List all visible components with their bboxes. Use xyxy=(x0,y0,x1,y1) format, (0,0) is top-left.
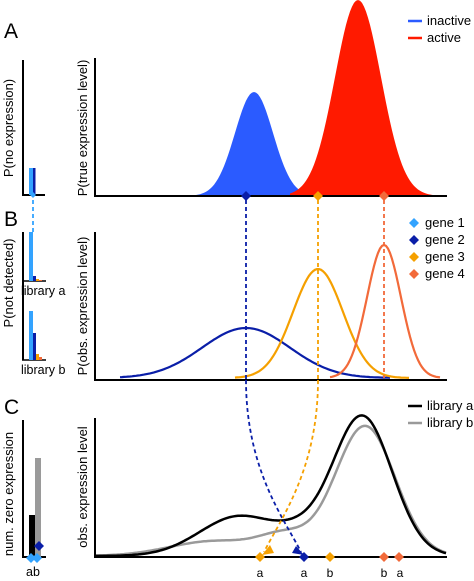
gene1-marker xyxy=(30,192,36,198)
legend-label-gene4: gene 4 xyxy=(425,266,465,281)
library-a-curve xyxy=(96,414,447,558)
gene1-marker-b xyxy=(32,553,42,563)
panel-c-gene-markers: a a b b a xyxy=(255,552,404,580)
legend-label-gene1: gene 1 xyxy=(425,215,465,230)
legend-marker-gene3 xyxy=(409,252,419,262)
gene2-curve xyxy=(119,326,391,379)
gene4-marker-library-a xyxy=(394,552,404,562)
arrowhead-gene2 xyxy=(292,546,304,555)
legend-marker-gene1 xyxy=(409,218,419,228)
gene4-curve xyxy=(329,243,441,379)
panel-a-no-expression-plot: P(no expression) xyxy=(1,60,45,198)
legend-label-library-b: library b xyxy=(427,415,473,430)
panel-b-main-ylabel: P(obs. expression level) xyxy=(75,237,90,376)
library-b-curve xyxy=(96,424,447,557)
gene2-marker xyxy=(241,191,251,201)
panel-a-main-ylabel: P(true expression level) xyxy=(75,60,90,197)
legend-label-inactive: inactive xyxy=(427,13,471,28)
gene2-marker-library-a xyxy=(299,552,309,562)
panel-a-legend: inactive active xyxy=(408,13,471,45)
bar-gene2 xyxy=(33,168,36,195)
panel-c-zero-expression-plot: ab num. zero expression xyxy=(1,420,46,579)
tick-label: a xyxy=(397,566,404,580)
library-a-label: library a xyxy=(21,284,66,298)
library-ticks-label: ab xyxy=(26,565,40,579)
gene3-curve xyxy=(234,268,410,379)
bar-gene2-library-b xyxy=(33,333,36,360)
arrowhead-gene3 xyxy=(262,545,274,555)
legend-label-active: active xyxy=(427,30,461,45)
connector-gene2-c xyxy=(245,379,302,553)
bar-library-a xyxy=(29,515,35,557)
active-distribution xyxy=(290,0,440,196)
panel-b-observed-expression-plot: P(obs. expression level) xyxy=(75,232,447,381)
panel-c-main-ylabel: obs. expression level xyxy=(75,426,90,548)
panel-a-gene-markers xyxy=(241,191,389,201)
bar-gene4-library-b xyxy=(39,357,42,360)
bar-gene2-library-a xyxy=(33,276,36,281)
panel-c-left-ylabel: num. zero expression xyxy=(1,432,16,556)
panel-letter-c: C xyxy=(4,396,19,419)
bar-gene4-library-a xyxy=(39,280,42,281)
gene4-marker-library-b xyxy=(379,552,389,562)
gene3-marker-library-b xyxy=(325,552,335,562)
bar-gene3-library-b xyxy=(36,354,39,360)
tick-label: b xyxy=(327,566,334,580)
tick-label: a xyxy=(257,566,264,580)
inactive-distribution xyxy=(180,92,320,196)
gene3-marker xyxy=(313,191,323,201)
panel-b-not-detected-plot: library a library b P(not detected) xyxy=(1,232,66,377)
gene3-marker-library-a xyxy=(255,552,265,562)
dashed-connectors xyxy=(32,200,385,555)
bar-gene3-library-a xyxy=(36,279,39,281)
tick-label: a xyxy=(301,566,308,580)
panel-a-true-expression-plot: P(true expression level) xyxy=(75,0,447,197)
panel-c-legend: library a library b xyxy=(408,398,474,430)
legend-marker-gene4 xyxy=(409,269,419,279)
library-b-label: library b xyxy=(21,363,66,377)
bar-gene1-library-b xyxy=(29,311,33,360)
panel-b-left-ylabel: P(not detected) xyxy=(1,239,16,328)
connector-gene3-c xyxy=(263,379,319,553)
panel-letter-a: A xyxy=(4,20,18,43)
tick-label: b xyxy=(381,566,388,580)
legend-label-library-a: library a xyxy=(427,398,474,413)
gene2-marker xyxy=(34,541,44,551)
panel-a-left-ylabel: P(no expression) xyxy=(1,79,16,177)
panel-c-library-expression-plot: obs. expression level xyxy=(75,414,447,558)
bar-gene1-library-a xyxy=(29,232,33,281)
legend-label-gene2: gene 2 xyxy=(425,232,465,247)
panel-letter-b: B xyxy=(4,208,18,231)
gene4-marker xyxy=(379,191,389,201)
bar-gene1 xyxy=(29,168,33,195)
gene1-marker-a xyxy=(26,553,36,563)
panel-b-legend: gene 1 gene 2 gene 3 gene 4 xyxy=(409,215,465,281)
legend-label-gene3: gene 3 xyxy=(425,249,465,264)
bar-library-b xyxy=(35,458,41,557)
legend-marker-gene2 xyxy=(409,235,419,245)
